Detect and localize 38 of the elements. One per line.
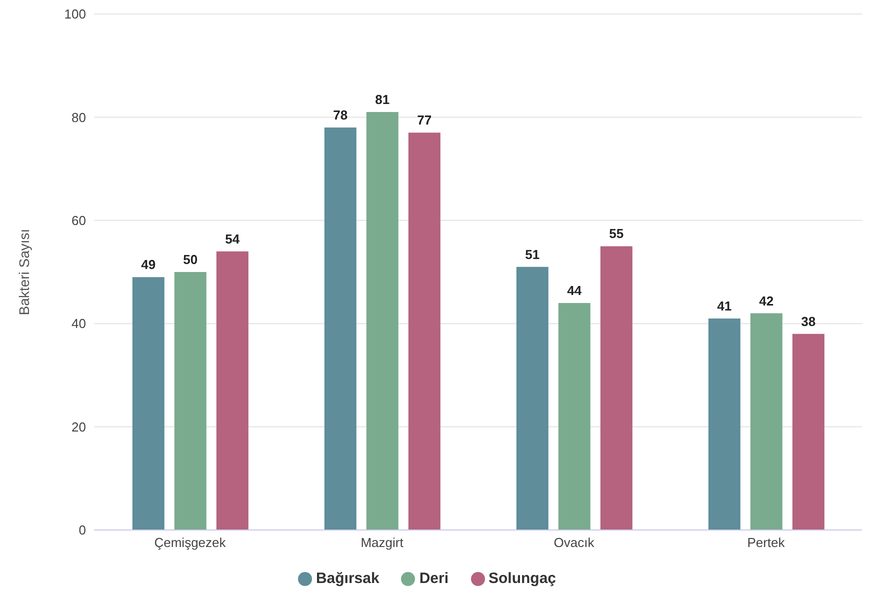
bar [708, 318, 740, 530]
y-axis-title: Bakteri Sayısı [16, 228, 32, 316]
y-tick-label: 0 [78, 522, 86, 538]
y-tick-label: 20 [72, 419, 86, 434]
x-tick-label: Pertek [747, 535, 786, 550]
legend-label: Bağırsak [316, 570, 380, 587]
y-tick-label: 100 [64, 6, 86, 22]
bar [600, 246, 632, 530]
data-label: 55 [609, 226, 624, 242]
x-tick-label: Ovacık [554, 535, 595, 550]
y-tick-label: 60 [72, 213, 86, 228]
bar [216, 251, 248, 530]
bar [750, 313, 782, 530]
data-label: 49 [141, 257, 156, 272]
y-tick-label: 40 [72, 316, 86, 332]
legend-label: Solungaç [488, 570, 556, 587]
bar [516, 266, 548, 530]
bar [366, 112, 398, 530]
bar [792, 334, 824, 530]
data-label: 38 [801, 314, 816, 329]
data-label: 42 [759, 293, 774, 308]
bar [174, 272, 206, 530]
data-label: 54 [225, 231, 240, 246]
bar [408, 132, 440, 530]
bar [558, 302, 590, 530]
data-label: 50 [183, 252, 198, 267]
bar [324, 128, 356, 530]
x-tick-label: Mazgirt [360, 535, 404, 550]
data-label: 78 [333, 108, 348, 123]
data-label: 77 [417, 112, 432, 128]
data-label: 41 [717, 298, 732, 314]
data-label: 51 [525, 246, 540, 262]
data-label: 44 [567, 282, 582, 298]
x-tick-label: Çemişgezek [154, 535, 226, 550]
data-label: 81 [375, 92, 390, 108]
legend-label: Deri [419, 570, 449, 587]
y-tick-label: 80 [72, 110, 86, 125]
bar [132, 277, 164, 530]
